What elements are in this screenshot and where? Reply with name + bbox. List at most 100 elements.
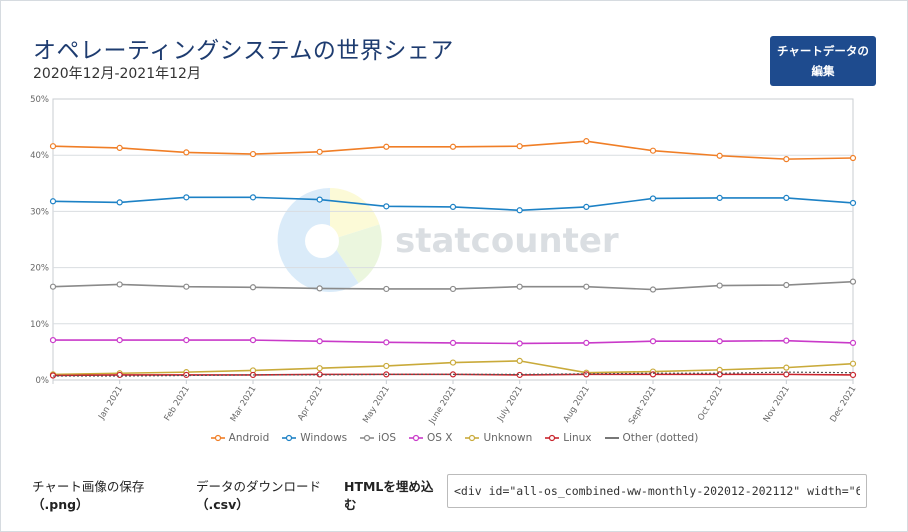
data-point[interactable] — [583, 339, 590, 347]
x-tick-label: June 2021 — [427, 384, 459, 426]
download-csv-ext: （.csv） — [196, 497, 249, 512]
y-tick-label: 30% — [30, 207, 49, 217]
data-point[interactable] — [383, 285, 390, 293]
data-point[interactable] — [49, 336, 57, 344]
legend-item[interactable]: iOS — [359, 432, 396, 444]
legend-label: Windows — [300, 432, 348, 444]
data-point[interactable] — [649, 195, 657, 202]
save-png-link[interactable]: チャート画像の保存 （.png） — [32, 478, 144, 514]
data-point[interactable] — [849, 339, 857, 347]
data-point[interactable] — [583, 283, 590, 290]
chart-legend: Android Windows iOS OS X Unknown Linux Other (… — [0, 432, 908, 444]
data-point[interactable] — [849, 154, 857, 162]
data-point[interactable] — [516, 340, 523, 347]
data-point[interactable] — [849, 199, 857, 207]
data-point[interactable] — [383, 143, 390, 150]
data-point[interactable] — [783, 337, 790, 344]
data-point[interactable] — [183, 149, 190, 156]
data-point[interactable] — [449, 203, 457, 211]
data-point[interactable] — [783, 156, 790, 163]
legend-swatch-icon — [465, 434, 480, 442]
x-tick-label: Apr 2021 — [296, 384, 325, 422]
data-point[interactable] — [716, 194, 723, 202]
data-point[interactable] — [649, 371, 657, 378]
data-point[interactable] — [849, 278, 857, 285]
legend-item[interactable]: Unknown — [464, 432, 532, 444]
data-point[interactable] — [716, 338, 723, 345]
x-tick-label: Nov 2021 — [762, 384, 792, 424]
y-tick-label: 10% — [30, 320, 49, 330]
data-point[interactable] — [249, 150, 257, 158]
data-point[interactable] — [183, 283, 190, 290]
x-tick-label: Dec 2021 — [828, 384, 858, 424]
legend-item[interactable]: OS X — [408, 432, 452, 444]
data-point[interactable] — [183, 336, 190, 344]
logo-slice-green — [330, 224, 382, 284]
data-point[interactable] — [783, 364, 790, 371]
legend-item[interactable]: Other (dotted) — [604, 432, 698, 444]
data-point[interactable] — [116, 199, 123, 206]
legend-swatch-icon — [360, 434, 375, 442]
page-title: オペレーティングシステムの世界シェア — [33, 38, 454, 64]
legend-swatch-icon — [409, 434, 424, 442]
download-csv-link[interactable]: データのダウンロード （.csv） — [196, 478, 321, 514]
legend-item[interactable]: Windows — [281, 432, 347, 444]
data-point[interactable] — [316, 196, 323, 203]
data-point[interactable] — [249, 284, 257, 291]
embed-code-input[interactable] — [447, 474, 867, 508]
logo-slice-blue — [277, 187, 359, 292]
legend-item[interactable]: Android — [210, 432, 269, 444]
data-point[interactable] — [583, 138, 590, 145]
data-point[interactable] — [383, 203, 390, 210]
data-point[interactable] — [49, 283, 57, 290]
data-point[interactable] — [716, 282, 723, 289]
data-point[interactable] — [49, 143, 57, 150]
data-point[interactable] — [316, 338, 323, 345]
x-tick-label: Mar 2021 — [229, 384, 259, 424]
data-point[interactable] — [316, 148, 323, 155]
data-point[interactable] — [849, 360, 857, 367]
data-point[interactable] — [316, 365, 323, 372]
edit-chart-data-button[interactable]: チャートデータの編集 — [770, 36, 876, 86]
data-point[interactable] — [116, 281, 123, 288]
data-point[interactable] — [649, 286, 657, 293]
data-point[interactable] — [249, 194, 257, 201]
data-point[interactable] — [116, 371, 123, 379]
data-point[interactable] — [516, 207, 523, 214]
data-point[interactable] — [783, 281, 790, 289]
save-png-ext: （.png） — [32, 497, 89, 512]
data-point[interactable] — [49, 198, 57, 205]
x-tick-label: Feb 2021 — [163, 384, 192, 423]
embed-html-label: HTMLを埋め込む — [344, 479, 434, 512]
data-point[interactable] — [849, 371, 857, 379]
data-point[interactable] — [449, 285, 457, 293]
data-point[interactable] — [449, 339, 457, 347]
data-point[interactable] — [516, 143, 523, 150]
data-point[interactable] — [449, 359, 457, 366]
data-point[interactable] — [183, 194, 190, 201]
data-point[interactable] — [516, 283, 523, 290]
data-point[interactable] — [783, 194, 790, 202]
export-section: チャート画像の保存 （.png） データのダウンロード （.csv） HTMLを… — [0, 474, 908, 530]
legend-item[interactable]: Linux — [544, 432, 592, 444]
x-tick-label: July 2021 — [495, 384, 525, 424]
legend-swatch-icon — [210, 434, 225, 442]
series-line — [53, 371, 854, 377]
y-tick-label: 40% — [30, 151, 49, 161]
data-point[interactable] — [583, 203, 590, 211]
series-ios — [49, 278, 857, 293]
data-point[interactable] — [116, 336, 123, 344]
data-point[interactable] — [249, 336, 257, 344]
data-point[interactable] — [716, 152, 723, 159]
data-point[interactable] — [649, 147, 657, 154]
data-point[interactable] — [383, 339, 390, 346]
data-point[interactable] — [116, 144, 123, 151]
data-point[interactable] — [449, 143, 457, 150]
data-point[interactable] — [516, 357, 523, 364]
data-point[interactable] — [383, 362, 390, 370]
legend-label: Linux — [563, 432, 592, 444]
legend-label: OS X — [427, 432, 453, 444]
data-point[interactable] — [649, 338, 657, 345]
data-point[interactable] — [316, 285, 323, 292]
x-tick-label: Aug 2021 — [562, 384, 592, 424]
